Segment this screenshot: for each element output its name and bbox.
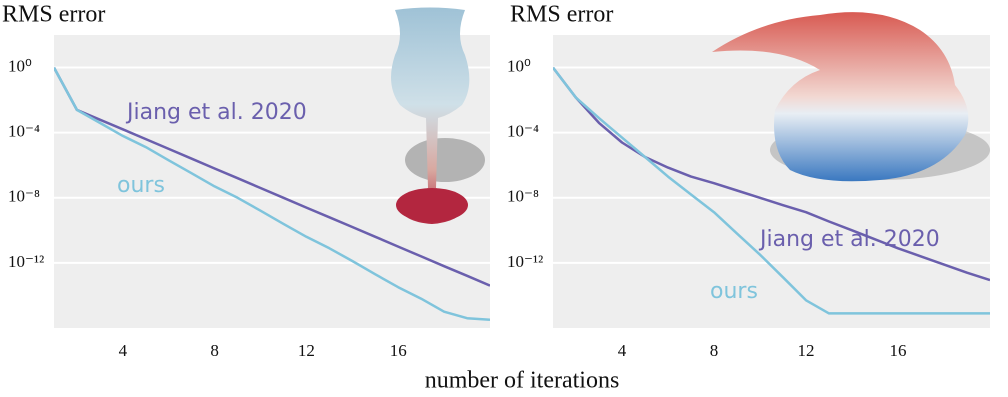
decoration — [396, 188, 468, 222]
series-label: Jiang et al. 2020 — [758, 227, 940, 252]
x-axis-label: number of iterations — [425, 368, 620, 394]
series-line — [553, 66, 990, 315]
series-line — [54, 67, 490, 322]
x-tick-label: 16 — [390, 341, 407, 360]
y-tick-label: 10⁻⁸ — [507, 187, 539, 206]
y-axis-label: RMS error — [510, 2, 613, 28]
x-tick-label: 16 — [890, 341, 907, 360]
series-line — [553, 66, 990, 282]
series-label: Jiang et al. 2020 — [125, 100, 307, 125]
y-tick-label: 10⁻⁸ — [8, 187, 40, 206]
y-tick-label: 10⁻⁴ — [8, 122, 40, 141]
x-tick-label: 8 — [210, 341, 219, 360]
y-tick-label: 10⁰ — [8, 56, 32, 75]
x-tick-label: 4 — [119, 341, 128, 360]
y-tick-label: 10⁻¹² — [507, 252, 543, 271]
y-tick-label: 10⁻¹² — [8, 252, 44, 271]
x-tick-label: 8 — [710, 341, 719, 360]
decoration — [405, 138, 485, 182]
y-tick-label: 10⁻⁴ — [507, 122, 539, 141]
series-line — [54, 67, 490, 287]
decoration — [712, 12, 969, 182]
x-tick-label: 12 — [798, 341, 815, 360]
x-tick-label: 4 — [618, 341, 627, 360]
y-tick-label: 10⁰ — [507, 56, 531, 75]
y-axis-label: RMS error — [2, 2, 105, 28]
series-label: ours — [117, 173, 165, 198]
series-label: ours — [710, 279, 758, 304]
x-tick-label: 12 — [298, 341, 315, 360]
decoration — [391, 7, 470, 224]
